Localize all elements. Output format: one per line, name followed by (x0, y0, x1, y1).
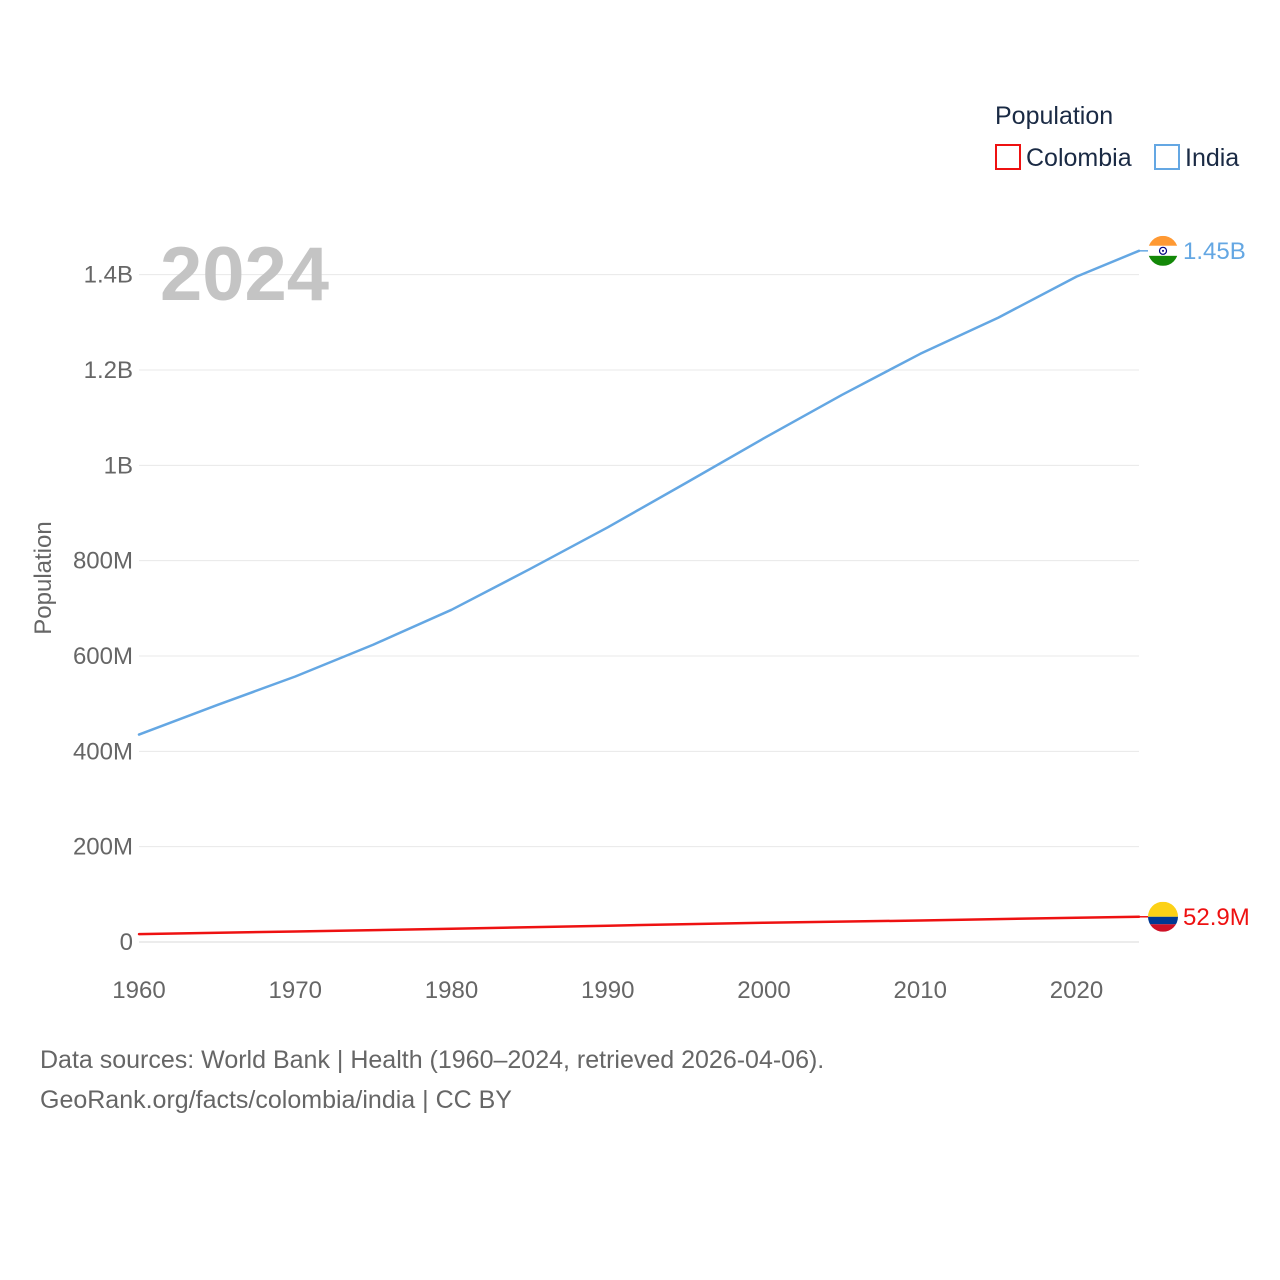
y-axis-ticks: 0 200M 400M 600M 800M 1B 1.2B 1.4B (73, 262, 133, 956)
x-tick-label: 2010 (894, 977, 947, 1004)
x-tick-label: 2000 (737, 977, 790, 1004)
end-value-label-colombia: 52.9M (1183, 904, 1250, 931)
flag-stripe (1148, 916, 1178, 925)
footer: Data sources: World Bank | Health (1960–… (40, 1040, 824, 1120)
series-end-labels: 52.9M 1.45B (1139, 235, 1250, 932)
line-chart: 0 200M 400M 600M 800M 1B 1.2B 1.4B 1960 1970 1980… (30, 102, 1250, 1004)
legend-swatch (995, 144, 1021, 170)
legend-title: Population (995, 102, 1113, 130)
flag-stripe (1148, 255, 1178, 266)
series-line-colombia (137, 915, 1141, 936)
y-tick-label: 1B (104, 452, 133, 479)
flag-india-icon (1139, 235, 1178, 266)
legend-swatch (1154, 144, 1180, 170)
x-tick-label: 1980 (425, 977, 478, 1004)
legend-label: Colombia (1026, 144, 1132, 172)
legend-item-india[interactable]: India (1154, 144, 1239, 172)
legend: Population Colombia India (995, 102, 1239, 172)
x-tick-label: 1990 (581, 977, 634, 1004)
y-tick-label: 0 (120, 929, 133, 956)
x-tick-label: 1960 (112, 977, 165, 1004)
end-value-label-india: 1.45B (1183, 238, 1246, 265)
year-watermark: 2024 (160, 232, 329, 317)
x-tick-label: 1970 (269, 977, 322, 1004)
x-tick-label: 2020 (1050, 977, 1103, 1004)
y-tick-label: 600M (73, 643, 133, 670)
flag-stripes (1148, 901, 1178, 932)
y-tick-label: 200M (73, 834, 133, 861)
legend-item-colombia[interactable]: Colombia (995, 144, 1132, 172)
data-source-note: Data sources: World Bank | Health (1960–… (40, 1046, 825, 1074)
y-tick-label: 1.4B (84, 262, 133, 289)
flag-stripes (1148, 235, 1178, 266)
attribution-link[interactable]: GeoRank.org/facts/colombia/india | CC BY (40, 1086, 512, 1114)
chakra-hub (1162, 249, 1164, 252)
y-tick-label: 400M (73, 738, 133, 765)
flag-stripe (1148, 901, 1178, 917)
chakra-icon (1158, 246, 1168, 255)
y-axis-label: Population (30, 521, 57, 634)
series-lines (137, 249, 1141, 936)
x-axis-ticks: 1960 1970 1980 1990 2000 2010 2020 (112, 977, 1103, 1004)
flag-stripe (1148, 924, 1178, 932)
flag-stripe (1148, 235, 1178, 246)
y-tick-label: 800M (73, 548, 133, 575)
grid-lines (139, 274, 1139, 943)
legend-label: India (1185, 144, 1239, 172)
series-line-india (137, 249, 1141, 736)
flag-colombia-icon (1139, 901, 1178, 932)
y-tick-label: 1.2B (84, 357, 133, 384)
